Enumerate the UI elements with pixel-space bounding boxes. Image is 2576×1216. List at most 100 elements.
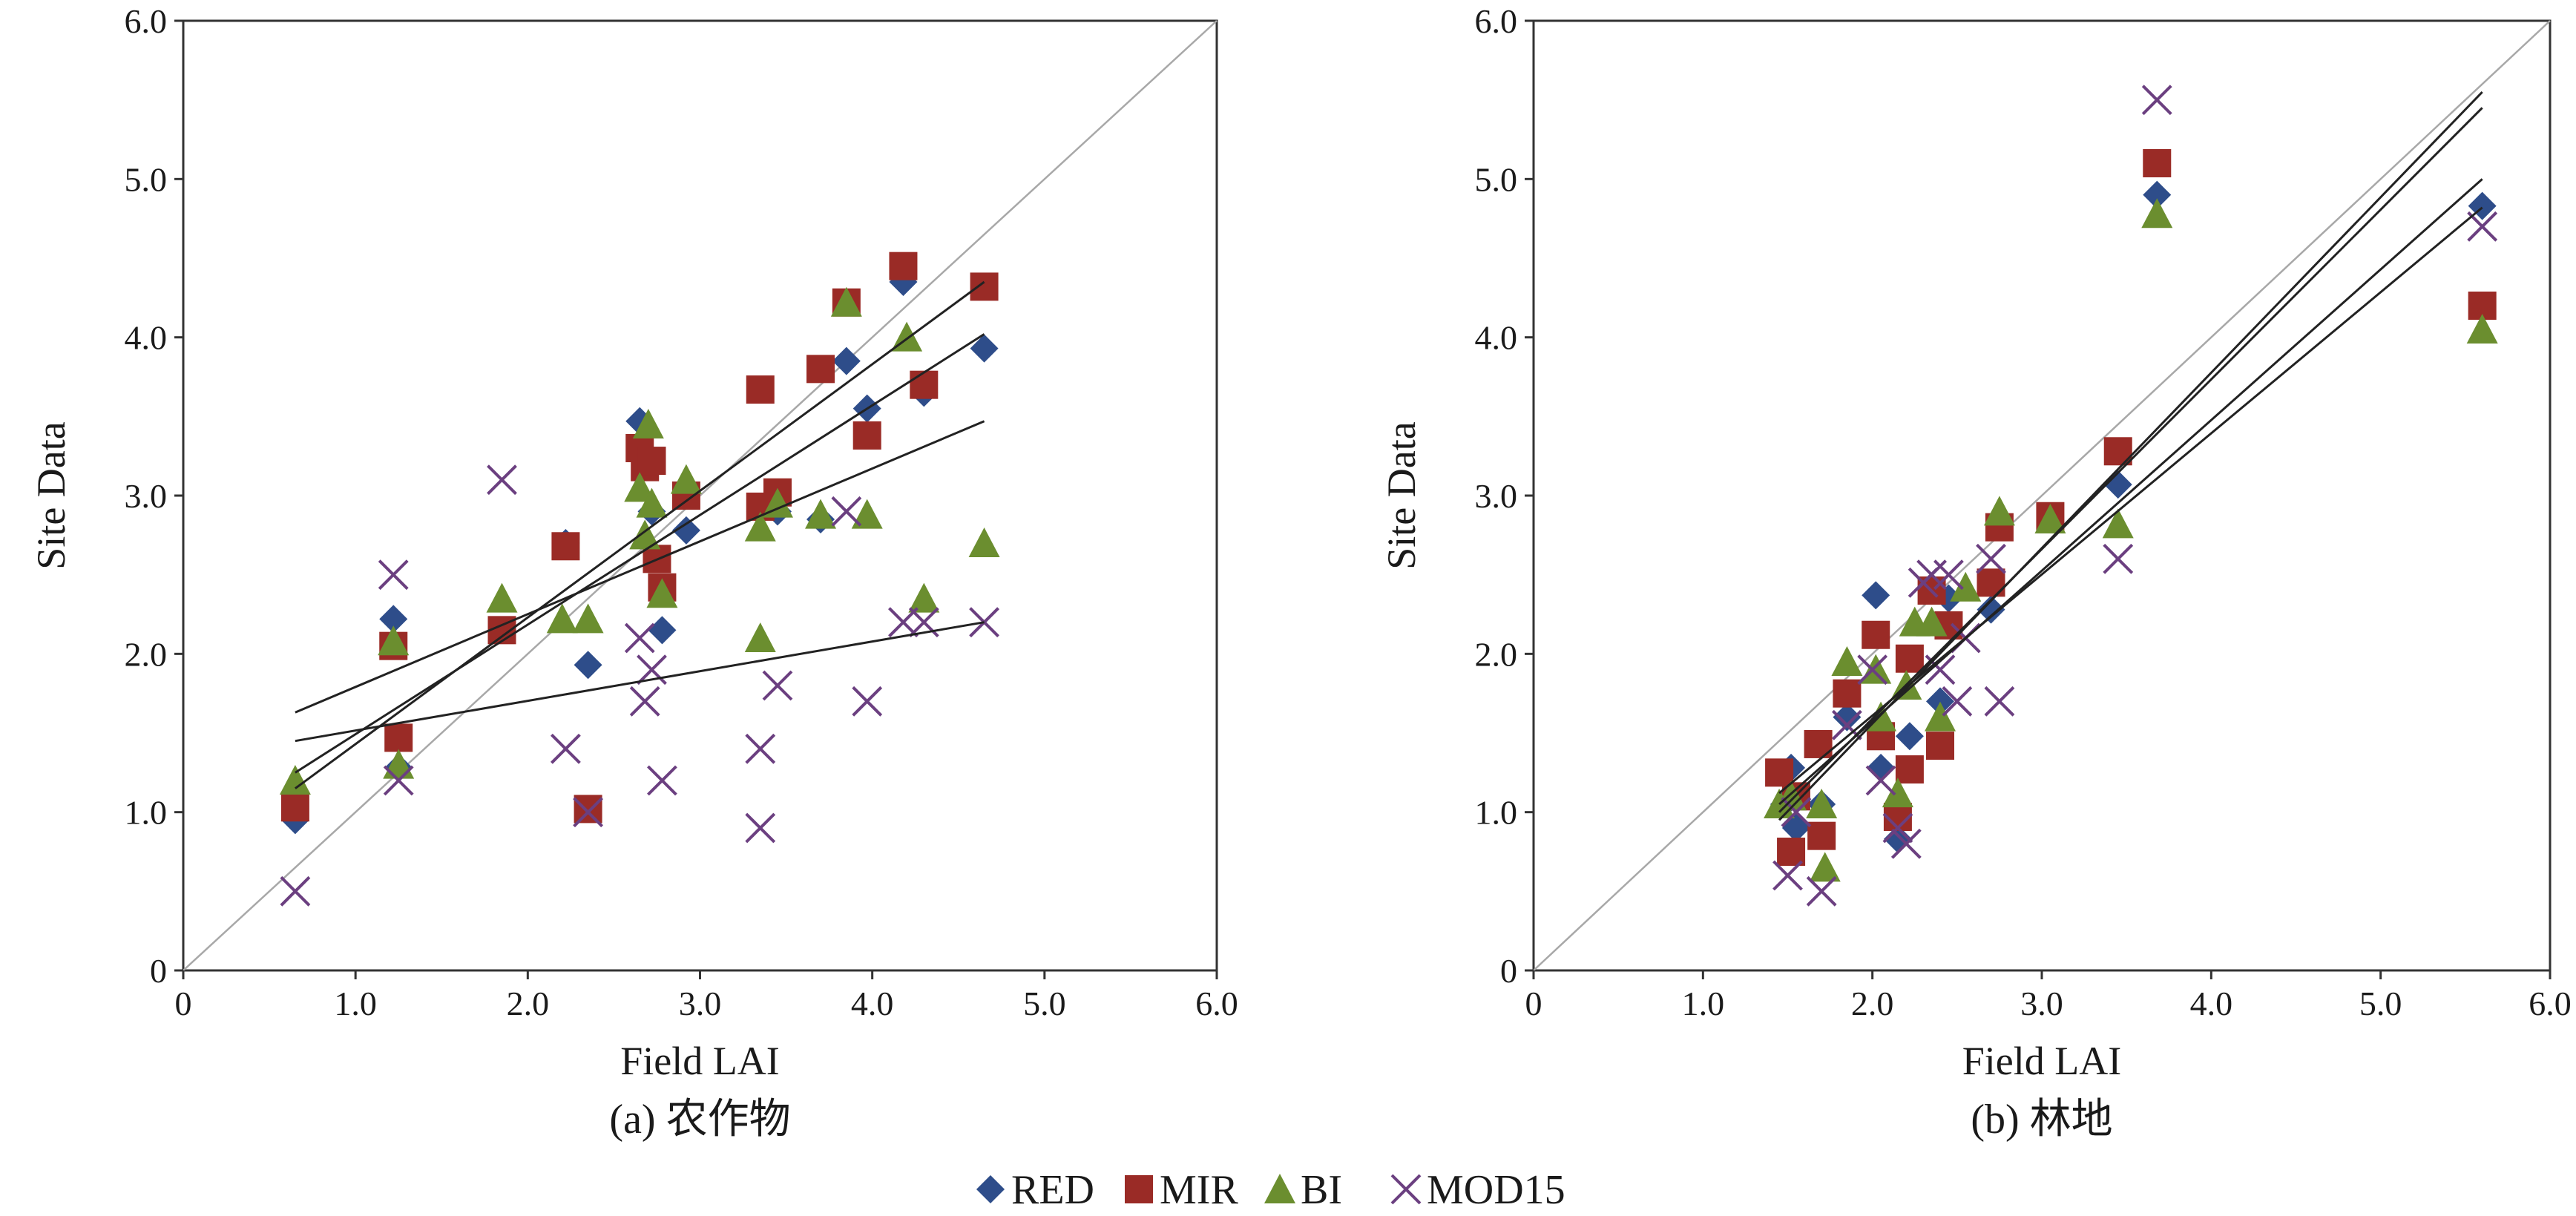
data-point-mir [1895,755,1924,784]
legend-marker-red [976,1175,1005,1203]
data-point-mir [574,795,602,824]
data-point-mir [1765,758,1794,787]
data-point-bi [744,511,776,542]
x-tick-label: 0 [1525,985,1542,1022]
x-tick-label: 3.0 [2020,985,2063,1022]
data-point-mir [1926,732,1954,760]
one-to-one-line [1533,20,2551,971]
y-tick-label: 1.0 [1475,794,1518,832]
data-point-mod15 [1781,797,1812,828]
data-point-red [2143,180,2172,209]
data-point-mod15 [550,733,581,764]
legend-marker-mod15 [1390,1174,1422,1205]
data-point-mir [2103,437,2132,466]
y-tick-label: 6.0 [125,2,168,40]
series-mod15 [280,464,999,907]
legend-label: MOD15 [1427,1167,1565,1213]
y-axis-title: Site Data [29,421,73,569]
data-point-mod15 [1857,654,1888,686]
series-bi [279,286,1000,795]
data-point-mod15 [647,765,677,796]
data-point-red [671,516,700,545]
data-point-bi [805,499,837,529]
data-point-red [648,616,677,645]
data-point-bi [383,749,415,779]
y-tick-label: 4.0 [1475,319,1518,357]
panel-b-forest: 0 1.0 2.0 3.0 4.0 5.0 6.0 0 1.0 2.0 3.0 4.0 5.0 6.0 Fi… [1379,2,2572,1143]
data-point-red [1926,687,1954,716]
y-tick-label: 4.0 [125,319,168,357]
data-point-mir [910,370,939,399]
data-point-red [1862,581,1890,610]
data-point-mod15 [1865,765,1896,796]
data-point-bi [629,519,661,550]
data-point-bi [1925,701,1956,732]
x-tick-label: 6.0 [2529,985,2572,1022]
data-point-bi [1806,789,1838,818]
data-point-red [970,334,999,363]
data-point-mod15 [2467,211,2498,242]
data-point-bi [761,487,793,518]
legend-marker-bi [1264,1174,1295,1203]
legend-item-red: RED [976,1167,1094,1213]
data-point-mod15 [1942,686,1973,717]
data-point-mod15 [637,654,667,686]
data-point-bi [279,765,311,795]
series-red [1770,180,2497,853]
data-point-mod15 [1882,812,1913,844]
panel-caption: (a) 农作物 [609,1097,790,1143]
data-point-mir [970,272,999,301]
data-point-mir [1804,729,1833,758]
data-point-mir [2143,149,2172,177]
data-point-mir [806,355,835,384]
y-tick-label: 0 [150,952,167,990]
data-point-bi [2466,314,2498,344]
x-tick-label: 0 [175,985,192,1022]
legend-label: BI [1301,1167,1342,1213]
data-point-mir [551,532,580,561]
fit-line [295,280,985,789]
data-point-bi [670,464,702,494]
data-point-bi [378,625,410,656]
x-tick-label: 3.0 [679,985,722,1022]
data-point-mod15 [280,875,311,907]
panel-caption: (b) 林地 [1971,1097,2112,1143]
legend-marker-mir [1125,1175,1153,1203]
x-tick-label: 5.0 [2359,985,2402,1022]
data-point-red [832,346,861,375]
data-point-mir [1895,644,1924,673]
fit-line [1778,178,2483,806]
data-point-mod15 [383,765,414,796]
x-tick-label: 4.0 [851,985,894,1022]
data-point-mod15 [2141,85,2172,116]
data-point-bi [1950,571,1982,602]
data-point-mod15 [1890,828,1922,859]
data-point-mod15 [1984,686,2015,717]
x-tick-label: 1.0 [334,985,377,1022]
data-point-bi [636,487,668,518]
y-axis-title: Site Data [1379,421,1424,569]
data-point-red [379,605,408,634]
data-point-mir [637,447,666,476]
data-point-mod15 [1933,559,1964,591]
data-point-mir [889,252,918,280]
data-point-bi [1809,852,1841,882]
legend-item-mod15: MOD15 [1390,1167,1565,1213]
data-point-mod15 [762,670,793,701]
y-tick-label: 2.0 [1475,635,1518,673]
data-point-bi [624,472,656,502]
legend-label: MIR [1160,1167,1238,1213]
data-point-bi [572,603,604,634]
series-bi [1764,198,2498,882]
data-point-mod15 [1772,860,1803,891]
fit-line [295,420,985,714]
x-tick-label: 1.0 [1682,985,1725,1022]
data-point-mod15 [629,686,660,717]
y-tick-label: 0 [1500,952,1517,990]
series-mir [1765,149,2497,866]
data-point-red [1895,722,1924,751]
legend-item-bi: BI [1264,1167,1342,1213]
y-tick-label: 3.0 [125,477,168,515]
data-point-mod15 [2103,543,2134,574]
